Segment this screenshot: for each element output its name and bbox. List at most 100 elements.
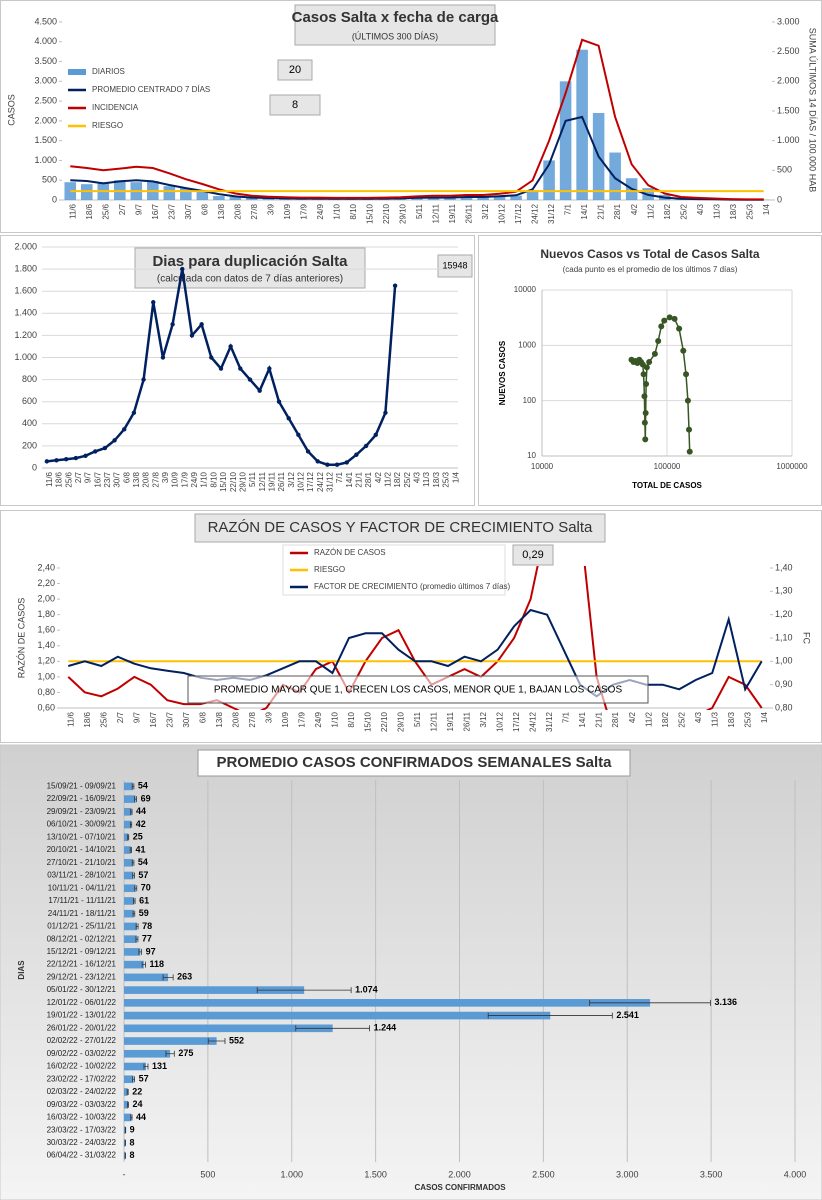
x-tick-label: 28/1 bbox=[364, 471, 373, 487]
x-tick-label: 19/11 bbox=[448, 203, 457, 223]
y-tick-label: 19/01/22 - 13/01/22 bbox=[47, 1011, 117, 1020]
point bbox=[651, 350, 658, 357]
y-tick-label: 3.500 bbox=[34, 56, 57, 66]
bar bbox=[427, 197, 440, 200]
chart-title: Dias para duplicación Salta bbox=[152, 253, 348, 270]
x-tick-label: 25/6 bbox=[99, 711, 108, 727]
bar bbox=[180, 188, 192, 200]
bar bbox=[124, 999, 651, 1007]
point bbox=[315, 459, 320, 464]
data-label: 25 bbox=[133, 832, 143, 842]
x-tick-label: 16/7 bbox=[93, 471, 102, 487]
bar bbox=[124, 909, 134, 918]
x-tick-label: 1/10 bbox=[331, 711, 340, 727]
y2-tick-label: 2.000 bbox=[777, 76, 800, 86]
x-tick-label: 27/8 bbox=[248, 711, 257, 727]
x-tick-label: 10/9 bbox=[281, 711, 290, 727]
error-bar bbox=[126, 1088, 129, 1095]
error-bar bbox=[132, 1076, 135, 1083]
data-label: 8 bbox=[130, 1137, 135, 1147]
bar bbox=[124, 820, 132, 829]
bar bbox=[246, 197, 258, 200]
bar bbox=[124, 795, 136, 803]
x-tick-label: 30/7 bbox=[182, 711, 191, 727]
bar bbox=[124, 1049, 171, 1058]
x-tick-label: 4/3 bbox=[694, 711, 703, 723]
data-label: 2.541 bbox=[616, 1010, 639, 1020]
x-tick-label: 11/3 bbox=[710, 711, 719, 727]
x-tick-label: 30/7 bbox=[184, 203, 193, 219]
point bbox=[160, 355, 166, 360]
x-tick-label: 22/10 bbox=[382, 203, 391, 224]
data-label: 77 bbox=[142, 934, 152, 944]
x-tick-label: 17/9 bbox=[300, 203, 309, 219]
bar bbox=[196, 190, 209, 200]
x-tick-label: 3.500 bbox=[700, 1169, 723, 1179]
x-tick-label: 8/10 bbox=[349, 203, 358, 219]
x-tick-label: 11/3 bbox=[422, 471, 431, 487]
bar bbox=[64, 182, 77, 200]
y-tick-label: 1,00 bbox=[37, 671, 55, 681]
bar bbox=[262, 198, 275, 200]
x-tick-label: 25/2 bbox=[679, 203, 688, 219]
x-axis-label: TOTAL DE CASOS bbox=[632, 481, 702, 490]
x-tick-label: 24/9 bbox=[316, 203, 325, 219]
y-tick-label: 02/02/22 - 27/01/22 bbox=[47, 1036, 117, 1045]
y-tick-label: 29/09/21 - 23/09/21 bbox=[47, 807, 117, 816]
data-label: 57 bbox=[138, 870, 148, 880]
x-tick-label: 18/3 bbox=[432, 471, 441, 487]
data-label: 1.074 bbox=[355, 984, 378, 994]
bar bbox=[124, 1037, 217, 1045]
x-tick-label: 8/10 bbox=[347, 711, 356, 727]
x-tick-label: 10000 bbox=[531, 462, 554, 471]
point bbox=[151, 300, 156, 305]
panel bbox=[478, 235, 822, 506]
x-tick-label: 4.000 bbox=[784, 1169, 807, 1179]
y2-tick-label: 1,30 bbox=[775, 586, 793, 596]
y-tick-label: 06/04/22 - 31/03/22 bbox=[47, 1151, 117, 1160]
bar bbox=[124, 986, 305, 994]
error-bar bbox=[130, 1114, 133, 1121]
error-bar bbox=[135, 923, 139, 930]
x-tick-label: 17/9 bbox=[298, 711, 307, 727]
x-tick-label: 21/1 bbox=[595, 711, 604, 727]
y2-tick-label: 1,00 bbox=[775, 656, 793, 666]
y-tick-label: 30/03/22 - 24/03/22 bbox=[47, 1138, 117, 1147]
y-tick-label: 09/02/22 - 03/02/22 bbox=[47, 1049, 117, 1058]
x-tick-label: 3/12 bbox=[479, 711, 488, 727]
bar bbox=[124, 1011, 551, 1020]
y-tick-label: 1.600 bbox=[14, 286, 37, 296]
point bbox=[122, 427, 127, 432]
bar bbox=[411, 198, 423, 200]
y2-tick-label: 500 bbox=[777, 165, 792, 175]
data-label: 69 bbox=[141, 793, 151, 803]
point bbox=[392, 283, 398, 288]
y-tick-label: 2.500 bbox=[34, 95, 57, 105]
x-tick-label: 3/12 bbox=[481, 203, 490, 219]
y-tick-label: 12/01/22 - 06/01/22 bbox=[47, 998, 117, 1007]
error-bar bbox=[130, 808, 133, 815]
bar bbox=[576, 49, 588, 200]
x-tick-label: 18/3 bbox=[729, 203, 738, 219]
y-axis-label: RAZÓN DE CASOS bbox=[16, 598, 26, 679]
y-tick-label: 1.400 bbox=[14, 308, 37, 318]
x-tick-label: 22/10 bbox=[380, 711, 389, 732]
bar bbox=[124, 1088, 128, 1096]
x-tick-label: 1/10 bbox=[333, 203, 342, 219]
x-tick-label: 8/10 bbox=[209, 471, 218, 487]
x-tick-label: 28/1 bbox=[611, 711, 620, 727]
point bbox=[63, 456, 69, 462]
chart-title: Casos Salta x fecha de carga bbox=[292, 9, 499, 26]
y-tick-label: 0 bbox=[32, 462, 37, 472]
x-tick-label: 19/11 bbox=[267, 471, 276, 491]
y-tick-label: 0,60 bbox=[37, 702, 55, 712]
x-tick-label: 21/1 bbox=[355, 471, 364, 487]
x-tick-label: 24/9 bbox=[190, 471, 199, 487]
point bbox=[218, 366, 224, 371]
y-tick-label: 05/01/22 - 30/12/21 bbox=[47, 985, 117, 994]
x-tick-label: 26/11 bbox=[465, 203, 474, 223]
error-bar bbox=[132, 897, 136, 904]
x-tick-label: 9/7 bbox=[132, 711, 141, 723]
bar bbox=[124, 948, 141, 956]
y-tick-label: 4.500 bbox=[34, 16, 57, 26]
